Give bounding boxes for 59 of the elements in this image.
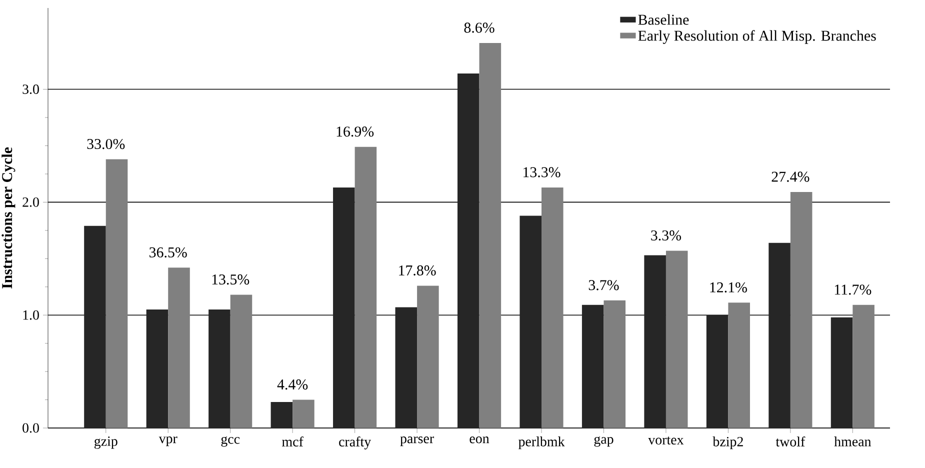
bar <box>790 192 812 428</box>
x-tick-label: parser <box>400 436 434 446</box>
y-tick-label: 2.0 <box>22 197 39 207</box>
bar <box>146 309 168 428</box>
annotation: 12.1% <box>710 282 747 292</box>
annotation: 4.4% <box>277 379 308 390</box>
bar <box>706 315 728 428</box>
y-tick-label: 1.0 <box>23 310 39 320</box>
bar <box>292 400 314 428</box>
legend-label: Early Resolution of All Misp. Branches <box>638 30 876 44</box>
bar <box>354 146 377 428</box>
annotation: 13.5% <box>212 274 250 285</box>
bar <box>582 304 604 428</box>
annotation: 27.4% <box>772 172 810 182</box>
bar <box>457 73 480 428</box>
x-tick-label: mcf <box>282 436 304 446</box>
x-tick-label: crafty <box>339 436 372 450</box>
annotation: 16.9% <box>336 126 374 137</box>
annotation: 33.0% <box>87 138 125 150</box>
annotation: 17.8% <box>399 265 436 276</box>
x-tick-label: hmean <box>834 436 872 446</box>
x-tick-label: vpr <box>158 436 178 446</box>
annotation: 36.5% <box>150 247 187 258</box>
bar <box>106 159 128 428</box>
bar <box>479 42 502 428</box>
bar <box>333 188 355 428</box>
bar <box>644 255 666 428</box>
x-tick-label: gcc <box>221 436 240 447</box>
bar <box>852 304 874 428</box>
annotation: 3.7% <box>588 280 619 290</box>
bar <box>417 286 439 428</box>
x-tick-label: bzip2 <box>712 436 743 450</box>
legend-label: Baseline <box>638 14 689 25</box>
x-tick-label: perlbmk <box>518 436 565 450</box>
x-tick-label: eon <box>470 436 490 444</box>
annotation: 8.6% <box>464 22 494 33</box>
bar <box>520 216 542 428</box>
bar <box>270 402 293 428</box>
bar <box>542 188 564 428</box>
bar <box>208 309 230 428</box>
bar <box>728 302 750 428</box>
x-tick-label: vortex <box>648 436 684 445</box>
x-tick-label: gap <box>594 436 614 447</box>
bar <box>84 226 106 428</box>
bar <box>168 268 190 428</box>
x-tick-label: twolf <box>776 436 806 446</box>
y-tick-label: 3.0 <box>22 84 39 94</box>
bar <box>395 307 418 428</box>
annotation: 11.7% <box>834 284 872 295</box>
bar <box>830 317 853 428</box>
bar <box>666 250 688 428</box>
y-tick-label: 0.0 <box>22 423 39 433</box>
annotation: 3.3% <box>651 230 682 241</box>
x-tick-label: gzip <box>94 436 118 449</box>
annotation: 13.3% <box>524 167 560 178</box>
y-axis-title: Instructions per Cycle <box>2 147 16 288</box>
bar <box>604 300 626 428</box>
bar <box>768 242 790 428</box>
bar <box>230 294 252 428</box>
